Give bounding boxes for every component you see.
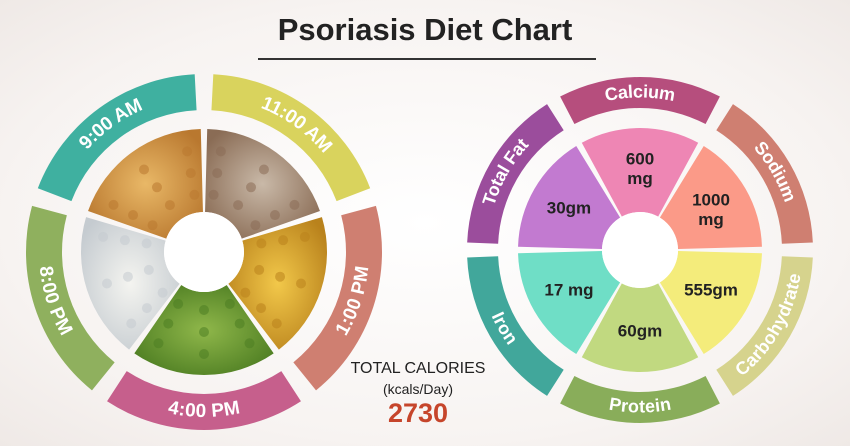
meal-time-band-1-00-pm bbox=[293, 205, 382, 391]
food-texture-dot bbox=[240, 287, 251, 298]
food-texture-dot bbox=[108, 199, 119, 210]
nutrient-wedge-iron bbox=[518, 250, 621, 355]
food-texture-dot bbox=[256, 303, 267, 314]
food-texture-dot bbox=[289, 199, 300, 210]
meal-time-label: 4:00 PM bbox=[166, 397, 241, 422]
title-underline bbox=[258, 58, 596, 60]
nutrient-band-protein bbox=[560, 375, 720, 423]
food-texture-dot bbox=[254, 264, 265, 275]
food-texture-dot bbox=[208, 189, 219, 200]
nutrient-amount-label: 60gm bbox=[618, 321, 662, 340]
food-texture-dot bbox=[215, 146, 226, 157]
total-calories-unit: (kcals/Day) bbox=[382, 381, 453, 397]
food-texture-dot bbox=[199, 305, 209, 315]
nutrient-amount-label: 17 mg bbox=[544, 280, 593, 299]
food-texture-dot bbox=[122, 271, 133, 282]
nutrient-band-carbohydrate bbox=[716, 256, 813, 396]
food-texture-dot bbox=[189, 189, 200, 200]
nutrient-wedge-total-fat bbox=[518, 145, 621, 250]
food-texture-dot bbox=[199, 327, 209, 337]
food-texture-dot bbox=[182, 146, 193, 157]
total-calories-value: 2730 bbox=[387, 398, 449, 428]
food-texture-dot bbox=[199, 349, 209, 359]
food-texture-dot bbox=[173, 298, 184, 309]
food-texture-dot bbox=[153, 338, 164, 349]
food-texture-dot bbox=[141, 303, 152, 314]
food-texture-dot bbox=[119, 235, 130, 246]
food-texture-dot bbox=[151, 182, 162, 193]
nutrient-amount-label: 30gm bbox=[547, 198, 591, 217]
nutrient-amount-label: 600 mg bbox=[626, 150, 654, 189]
food-texture-dot bbox=[185, 168, 196, 179]
food-texture-dot bbox=[278, 235, 289, 246]
meal-wheel-hub bbox=[164, 212, 244, 292]
meal-time-band-9-00-am bbox=[37, 74, 197, 202]
nutrient-band-sodium bbox=[716, 104, 813, 244]
food-texture-dot bbox=[126, 318, 137, 329]
total-calories-label: TOTAL CALORIES bbox=[350, 360, 486, 377]
meal-wheel: 9:00 AM 11:00 AM1:00 PM4:00 PM8:00 PM bbox=[25, 74, 382, 431]
food-texture-dot bbox=[143, 264, 154, 275]
omelette-icon bbox=[88, 129, 203, 239]
food-texture-dot bbox=[271, 318, 282, 329]
nutrient-wedge-sodium bbox=[659, 145, 762, 250]
meal-time-band-11-00-am bbox=[211, 74, 371, 202]
food-texture-dot bbox=[258, 164, 269, 175]
food-texture-dot bbox=[246, 182, 257, 193]
nutrient-name-label: Calcium bbox=[603, 81, 677, 105]
food-texture-dot bbox=[163, 318, 174, 329]
cherries-icon bbox=[205, 129, 320, 239]
lentil-soup-icon bbox=[228, 217, 327, 350]
nutrient-amount-label: 555gm bbox=[684, 280, 738, 299]
rice-bowl-icon bbox=[80, 217, 180, 350]
food-texture-dot bbox=[234, 318, 245, 329]
food-texture-dot bbox=[275, 271, 286, 282]
food-texture-dot bbox=[128, 210, 139, 221]
nutrient-band-total-fat bbox=[467, 104, 564, 244]
food-texture-dot bbox=[296, 278, 307, 289]
page-title: Psoriasis Diet Chart bbox=[277, 12, 573, 47]
food-texture-dot bbox=[233, 200, 244, 211]
food-texture-dot bbox=[141, 238, 152, 249]
food-texture-dot bbox=[244, 338, 255, 349]
nutrient-name-label: Protein bbox=[608, 393, 673, 416]
food-texture-dot bbox=[101, 278, 112, 289]
food-texture-dot bbox=[299, 231, 310, 242]
nutrient-wedge-calcium bbox=[581, 128, 699, 217]
meal-time-band-4-00-pm bbox=[107, 371, 301, 431]
food-texture-dot bbox=[139, 164, 150, 175]
food-texture-dot bbox=[157, 287, 168, 298]
meal-time-band-8-00-pm bbox=[25, 205, 115, 391]
food-texture-dot bbox=[98, 231, 109, 242]
food-texture-dot bbox=[224, 298, 235, 309]
nutrient-amount-label: 1000 mg bbox=[692, 191, 730, 230]
nutrient-wedge-carbohydrate bbox=[659, 250, 762, 355]
nutrient-band-calcium bbox=[560, 77, 720, 125]
food-texture-dot bbox=[269, 210, 280, 221]
nutrient-wheel-hub bbox=[602, 212, 678, 288]
food-texture-dot bbox=[164, 200, 175, 211]
food-texture-dot bbox=[212, 168, 223, 179]
food-texture-dot bbox=[250, 220, 261, 231]
nutrient-band-iron bbox=[467, 256, 564, 396]
food-texture-dot bbox=[256, 238, 267, 249]
nutrient-wedge-protein bbox=[581, 283, 699, 372]
food-texture-dot bbox=[147, 220, 158, 231]
